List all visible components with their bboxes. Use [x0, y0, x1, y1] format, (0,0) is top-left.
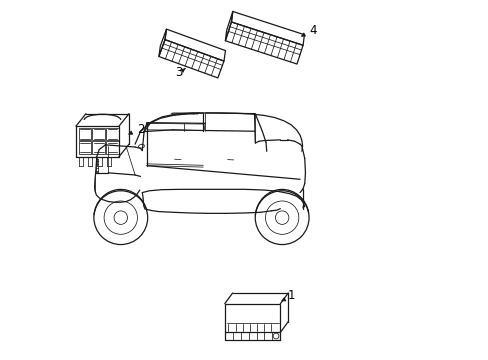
Text: 4: 4	[308, 24, 316, 37]
Text: 3: 3	[175, 66, 183, 79]
Text: 1: 1	[287, 289, 294, 302]
Text: 2: 2	[137, 122, 144, 136]
